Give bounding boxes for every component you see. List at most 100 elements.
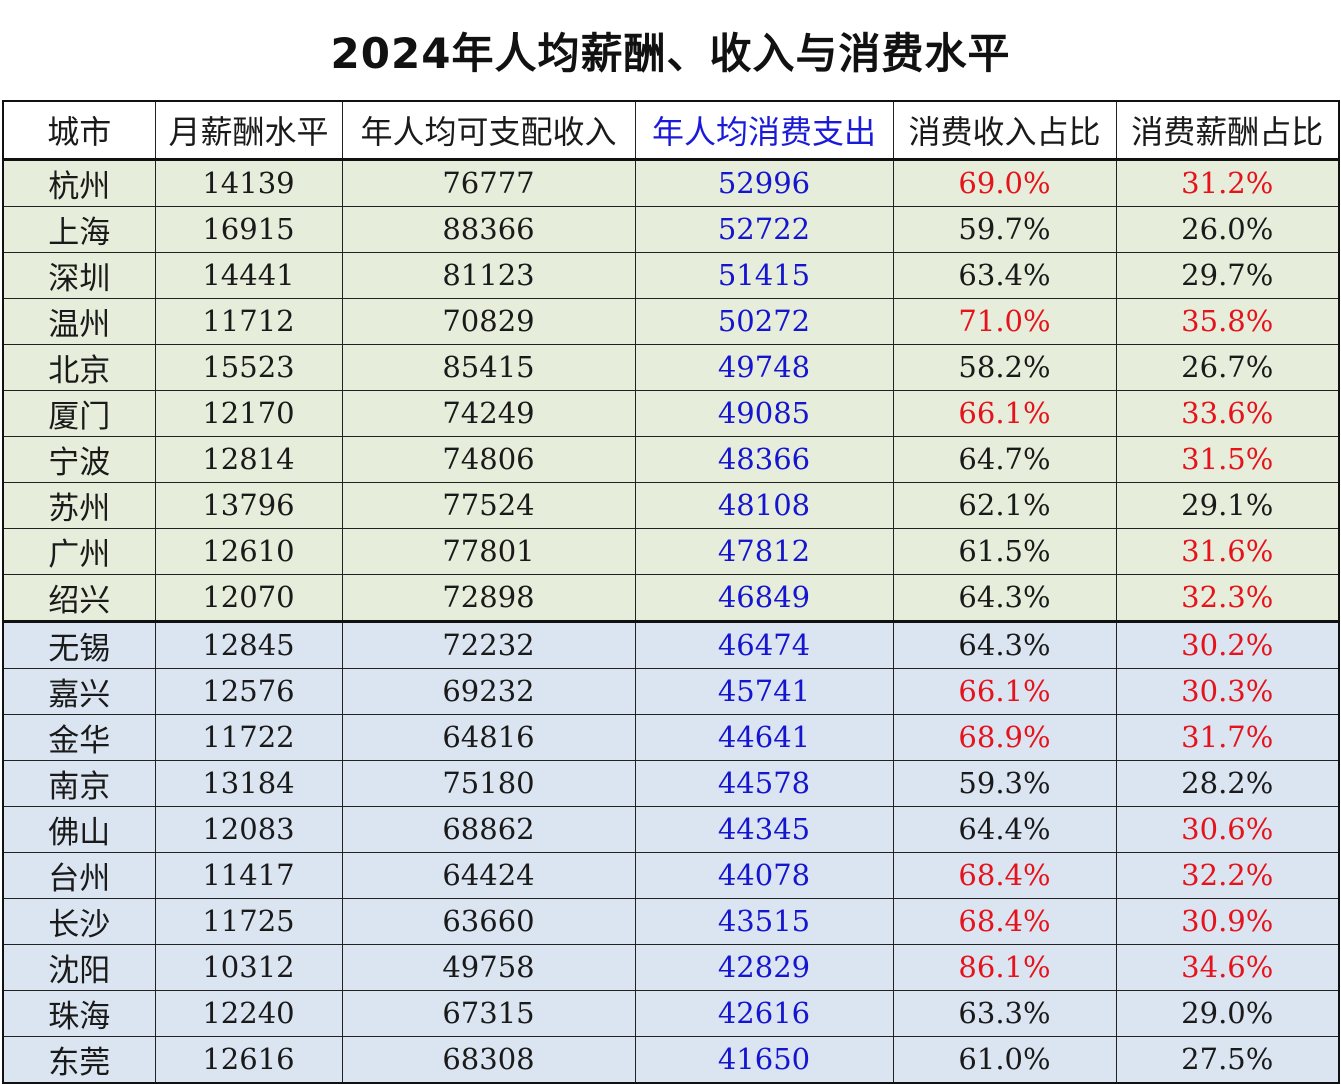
consumption-salary-ratio-cell: 31.2%: [1115, 158, 1340, 207]
income-cell: 76777: [341, 158, 636, 207]
data-table: 城市 月薪酬水平 年人均可支配收入 年人均消费支出 消费收入占比 消费薪酬占比 …: [2, 100, 1340, 1084]
income-cell: 88366: [341, 205, 636, 253]
consumption-income-ratio-cell: 63.4%: [892, 251, 1117, 299]
consumption-salary-ratio-cell: 31.6%: [1115, 527, 1340, 575]
consumption-cell: 50272: [634, 297, 894, 345]
table-row: 无锡 12845 72232 46474 64.3% 30.2%: [2, 619, 1340, 669]
consumption-salary-ratio-cell: 34.6%: [1115, 943, 1340, 991]
table-row: 南京 13184 75180 44578 59.3% 28.2%: [2, 759, 1340, 807]
income-cell: 77524: [341, 481, 636, 529]
consumption-cell: 45741: [634, 667, 894, 715]
consumption-income-ratio-cell: 86.1%: [892, 943, 1117, 991]
column-header-income: 年人均可支配收入: [341, 100, 636, 161]
city-cell: 南京: [2, 759, 156, 807]
income-cell: 68862: [341, 805, 636, 853]
city-cell: 绍兴: [2, 573, 156, 622]
income-cell: 74249: [341, 389, 636, 437]
income-cell: 77801: [341, 527, 636, 575]
consumption-cell: 47812: [634, 527, 894, 575]
city-cell: 台州: [2, 851, 156, 899]
city-cell: 金华: [2, 713, 156, 761]
consumption-salary-ratio-cell: 31.7%: [1115, 713, 1340, 761]
salary-cell: 11722: [154, 713, 343, 761]
city-cell: 沈阳: [2, 943, 156, 991]
consumption-salary-ratio-cell: 32.2%: [1115, 851, 1340, 899]
consumption-cell: 43515: [634, 897, 894, 945]
income-cell: 64424: [341, 851, 636, 899]
consumption-cell: 44578: [634, 759, 894, 807]
city-cell: 杭州: [2, 158, 156, 207]
consumption-salary-ratio-cell: 29.1%: [1115, 481, 1340, 529]
header-row: 城市 月薪酬水平 年人均可支配收入 年人均消费支出 消费收入占比 消费薪酬占比: [2, 100, 1340, 161]
table-row: 杭州 14139 76777 52996 69.0% 31.2%: [2, 158, 1340, 207]
salary-cell: 14139: [154, 158, 343, 207]
consumption-salary-ratio-cell: 35.8%: [1115, 297, 1340, 345]
consumption-cell: 48108: [634, 481, 894, 529]
salary-cell: 13184: [154, 759, 343, 807]
salary-cell: 12576: [154, 667, 343, 715]
salary-cell: 12070: [154, 573, 343, 622]
salary-cell: 11712: [154, 297, 343, 345]
table-body: 杭州 14139 76777 52996 69.0% 31.2% 上海 16915 88366 5…: [2, 158, 1340, 1083]
consumption-cell: 44078: [634, 851, 894, 899]
consumption-cell: 52722: [634, 205, 894, 253]
city-cell: 北京: [2, 343, 156, 391]
salary-cell: 13796: [154, 481, 343, 529]
column-header-city: 城市: [2, 100, 156, 161]
table-row: 北京 15523 85415 49748 58.2% 26.7%: [2, 343, 1340, 391]
city-cell: 宁波: [2, 435, 156, 483]
salary-cell: 11725: [154, 897, 343, 945]
consumption-income-ratio-cell: 62.1%: [892, 481, 1117, 529]
consumption-salary-ratio-cell: 26.0%: [1115, 205, 1340, 253]
income-cell: 68308: [341, 1035, 636, 1083]
city-cell: 广州: [2, 527, 156, 575]
column-header-consumption-salary-ratio: 消费薪酬占比: [1115, 100, 1340, 161]
consumption-income-ratio-cell: 68.9%: [892, 713, 1117, 761]
table-row: 台州 11417 64424 44078 68.4% 32.2%: [2, 851, 1340, 899]
consumption-salary-ratio-cell: 28.2%: [1115, 759, 1340, 807]
salary-cell: 12240: [154, 989, 343, 1037]
consumption-cell: 51415: [634, 251, 894, 299]
income-cell: 49758: [341, 943, 636, 991]
income-cell: 70829: [341, 297, 636, 345]
salary-cell: 12083: [154, 805, 343, 853]
table-row: 沈阳 10312 49758 42829 86.1% 34.6%: [2, 943, 1340, 991]
consumption-income-ratio-cell: 61.5%: [892, 527, 1117, 575]
income-cell: 85415: [341, 343, 636, 391]
salary-cell: 16915: [154, 205, 343, 253]
consumption-cell: 44345: [634, 805, 894, 853]
income-cell: 72232: [341, 619, 636, 669]
consumption-salary-ratio-cell: 30.6%: [1115, 805, 1340, 853]
consumption-income-ratio-cell: 64.3%: [892, 573, 1117, 622]
income-cell: 64816: [341, 713, 636, 761]
consumption-cell: 46474: [634, 619, 894, 669]
table-row: 宁波 12814 74806 48366 64.7% 31.5%: [2, 435, 1340, 483]
city-cell: 厦门: [2, 389, 156, 437]
consumption-cell: 49085: [634, 389, 894, 437]
consumption-cell: 46849: [634, 573, 894, 622]
consumption-salary-ratio-cell: 30.9%: [1115, 897, 1340, 945]
salary-cell: 12170: [154, 389, 343, 437]
consumption-income-ratio-cell: 58.2%: [892, 343, 1117, 391]
consumption-income-ratio-cell: 64.7%: [892, 435, 1117, 483]
consumption-salary-ratio-cell: 31.5%: [1115, 435, 1340, 483]
table-row: 厦门 12170 74249 49085 66.1% 33.6%: [2, 389, 1340, 437]
city-cell: 东莞: [2, 1035, 156, 1083]
income-cell: 69232: [341, 667, 636, 715]
consumption-cell: 48366: [634, 435, 894, 483]
table-row: 佛山 12083 68862 44345 64.4% 30.6%: [2, 805, 1340, 853]
salary-cell: 11417: [154, 851, 343, 899]
consumption-income-ratio-cell: 71.0%: [892, 297, 1117, 345]
table-row: 温州 11712 70829 50272 71.0% 35.8%: [2, 297, 1340, 345]
city-cell: 长沙: [2, 897, 156, 945]
income-cell: 63660: [341, 897, 636, 945]
city-cell: 佛山: [2, 805, 156, 853]
salary-cell: 12814: [154, 435, 343, 483]
column-header-salary: 月薪酬水平: [154, 100, 343, 161]
income-cell: 81123: [341, 251, 636, 299]
consumption-income-ratio-cell: 59.7%: [892, 205, 1117, 253]
table-row: 绍兴 12070 72898 46849 64.3% 32.3%: [2, 573, 1340, 622]
consumption-cell: 52996: [634, 158, 894, 207]
table-row: 东莞 12616 68308 41650 61.0% 27.5%: [2, 1035, 1340, 1083]
consumption-income-ratio-cell: 69.0%: [892, 158, 1117, 207]
